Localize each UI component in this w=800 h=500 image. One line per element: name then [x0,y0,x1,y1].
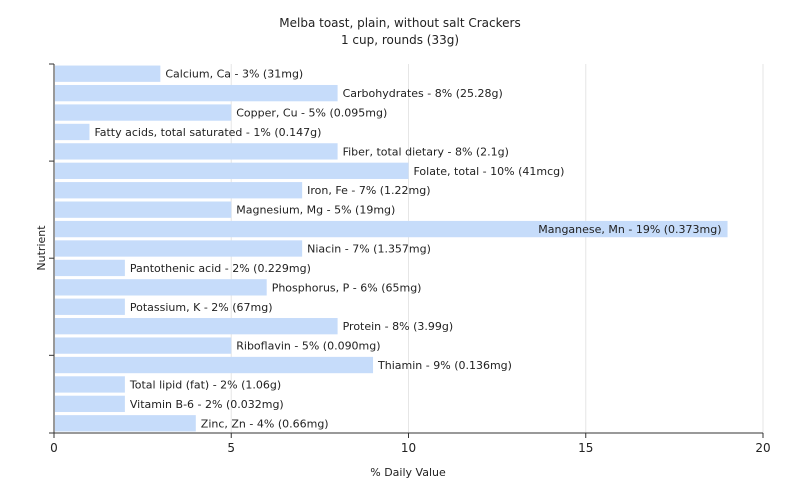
bar [55,259,125,277]
bar [55,356,374,374]
bar [55,123,90,141]
bar [55,337,232,354]
bar-label: Manganese, Mn - 19% (0.373mg) [538,223,721,236]
bar [55,182,303,199]
x-axis-label: % Daily Value [370,466,446,479]
bar [55,279,267,296]
bar-label: Folate, total - 10% (41mcg) [414,165,565,178]
y-axis-label: Nutrient [35,225,48,271]
bar [55,376,125,393]
bar [55,415,196,432]
bar [55,84,338,102]
chart-title: Melba toast, plain, without salt Cracker… [279,16,520,30]
bar [55,65,161,82]
bars: Calcium, Ca - 3% (31mg) Carbohydrates - 8… [55,65,728,432]
bar-label: Carbohydrates - 8% (25.28g) [343,87,503,100]
bar-label: Riboflavin - 5% (0.090mg) [236,340,380,353]
bar [55,162,409,179]
bar-label: Iron, Fe - 7% (1.22mg) [307,184,430,197]
bar-label: Protein - 8% (3.99g) [343,320,454,333]
bar [55,143,338,160]
bar-label: Calcium, Ca - 3% (31mg) [165,68,303,81]
bar-label: Niacin - 7% (1.357mg) [307,243,431,256]
bar-label: Thiamin - 9% (0.136mg) [377,359,512,372]
bar-label: Zinc, Zn - 4% (0.66mg) [201,417,329,430]
bar [55,240,303,257]
x-tick-label: 10 [401,441,416,455]
bar-label: Potassium, K - 2% (67mg) [130,301,273,314]
bar [55,318,338,335]
bar-label: Fatty acids, total saturated - 1% (0.147… [94,126,321,139]
bar-label: Pantothenic acid - 2% (0.229mg) [130,262,311,275]
x-axis-ticks: 0 5 10 15 20 [50,433,771,455]
bar [55,395,125,413]
x-tick-label: 0 [50,441,58,455]
bar-label: Fiber, total dietary - 8% (2.1g) [343,145,509,158]
bar-label: Copper, Cu - 5% (0.095mg) [236,107,387,120]
x-tick-label: 20 [755,441,770,455]
bar-label: Magnesium, Mg - 5% (19mg) [236,204,395,217]
x-tick-label: 15 [578,441,593,455]
bar [55,104,232,121]
x-tick-label: 5 [227,441,235,455]
bar-label: Total lipid (fat) - 2% (1.06g) [129,378,281,391]
bar [55,298,125,315]
bar [55,220,728,238]
bar [55,201,232,218]
chart-subtitle: 1 cup, rounds (33g) [341,33,459,47]
bar-label: Vitamin B-6 - 2% (0.032mg) [130,398,284,411]
bar-label: Phosphorus, P - 6% (65mg) [272,281,422,294]
